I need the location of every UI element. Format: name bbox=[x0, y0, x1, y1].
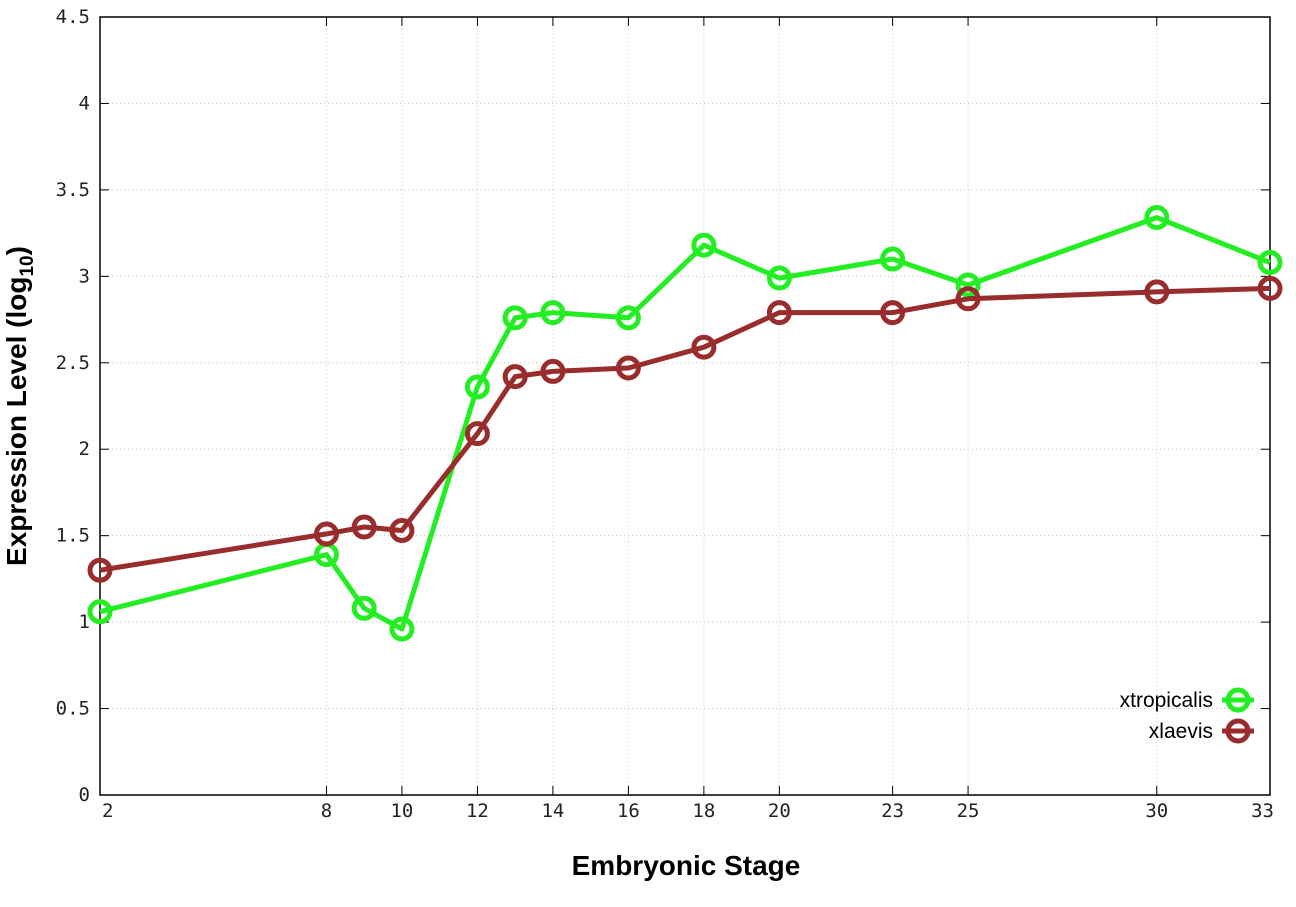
x-tick-label: 30 bbox=[1145, 800, 1168, 822]
data-point-xlaevis bbox=[880, 300, 906, 326]
legend-label-xtropicalis: xtropicalis bbox=[1120, 689, 1213, 712]
y-tick-label: 3.5 bbox=[56, 179, 90, 201]
plot-frame bbox=[99, 16, 1271, 796]
series-line-xlaevis bbox=[99, 285, 1271, 573]
axis-ticks: 0 0.5 1 1.5 2 2.5 3 3.5 4 4.5 2 8 10 12 14 16 18 20 23 25 30… bbox=[56, 6, 1274, 822]
y-tick-label: 4.5 bbox=[56, 6, 90, 28]
legend-entry-xtropicalis: xtropicalis bbox=[1120, 687, 1254, 713]
x-tick-label: 8 bbox=[321, 800, 332, 822]
data-point-xtropicalis bbox=[955, 272, 981, 298]
y-axis-title-subscript: 10 bbox=[17, 255, 38, 276]
series-lines bbox=[87, 205, 1283, 642]
data-point-xlaevis bbox=[540, 358, 566, 384]
x-tick-label: 23 bbox=[881, 800, 904, 822]
data-point-xlaevis bbox=[955, 286, 981, 312]
data-point-xlaevis bbox=[313, 521, 339, 547]
x-tick-label: 12 bbox=[466, 800, 489, 822]
data-point-xtropicalis bbox=[389, 616, 415, 642]
data-point-xlaevis bbox=[615, 355, 641, 381]
y-axis-title-close: ) bbox=[1, 246, 32, 255]
legend: xtropicalis xlaevis bbox=[1120, 687, 1254, 744]
data-point-xlaevis bbox=[1257, 275, 1283, 301]
data-point-xlaevis bbox=[502, 364, 528, 390]
legend-entry-xlaevis: xlaevis bbox=[1149, 718, 1254, 744]
data-point-xtropicalis bbox=[766, 265, 792, 291]
y-axis-title: Expression Level (log10) bbox=[1, 246, 38, 566]
data-point-xlaevis bbox=[351, 514, 377, 540]
x-tick-label: 18 bbox=[692, 800, 715, 822]
series-xlaevis bbox=[87, 275, 1283, 583]
y-tick-label: 2.5 bbox=[56, 352, 90, 374]
x-tick-label: 20 bbox=[768, 800, 791, 822]
x-tick-label: 14 bbox=[541, 800, 564, 822]
y-tick-label: 0 bbox=[79, 784, 90, 806]
data-point-xtropicalis bbox=[1144, 205, 1170, 231]
y-tick-label: 2 bbox=[79, 438, 90, 460]
x-tick-label: 10 bbox=[390, 800, 413, 822]
y-tick-label: 4 bbox=[79, 92, 90, 114]
data-point-xtropicalis bbox=[502, 305, 528, 331]
x-tick-label: 16 bbox=[617, 800, 640, 822]
legend-marker-xtropicalis bbox=[1225, 687, 1251, 713]
legend-marker-xlaevis bbox=[1225, 718, 1251, 744]
x-tick-label: 25 bbox=[957, 800, 980, 822]
data-point-xtropicalis bbox=[351, 595, 377, 621]
data-point-xlaevis bbox=[389, 517, 415, 543]
x-tick-label: 33 bbox=[1251, 800, 1274, 822]
data-point-xlaevis bbox=[87, 557, 113, 583]
data-point-xtropicalis bbox=[464, 374, 490, 400]
y-tick-label: 3 bbox=[79, 265, 90, 287]
x-tick-label: 2 bbox=[102, 800, 113, 822]
y-tick-label: 1 bbox=[79, 611, 90, 633]
y-tick-label: 0.5 bbox=[56, 698, 90, 720]
data-point-xtropicalis bbox=[87, 599, 113, 625]
legend-label-xlaevis: xlaevis bbox=[1149, 720, 1213, 743]
data-point-xtropicalis bbox=[1257, 250, 1283, 276]
y-axis-title-main: Expression Level (log bbox=[1, 277, 32, 566]
data-point-xtropicalis bbox=[691, 232, 717, 258]
series-xtropicalis bbox=[87, 205, 1283, 642]
data-point-xlaevis bbox=[464, 421, 490, 447]
data-point-xlaevis bbox=[691, 334, 717, 360]
series-line-xtropicalis bbox=[99, 215, 1271, 632]
data-point-xlaevis bbox=[1144, 279, 1170, 305]
data-point-xlaevis bbox=[766, 300, 792, 326]
y-tick-label: 1.5 bbox=[56, 525, 90, 547]
data-point-xtropicalis bbox=[540, 300, 566, 326]
grid bbox=[100, 17, 1270, 795]
data-point-xtropicalis bbox=[615, 305, 641, 331]
data-point-xtropicalis bbox=[880, 246, 906, 272]
x-axis-title: Embryonic Stage bbox=[572, 850, 801, 881]
